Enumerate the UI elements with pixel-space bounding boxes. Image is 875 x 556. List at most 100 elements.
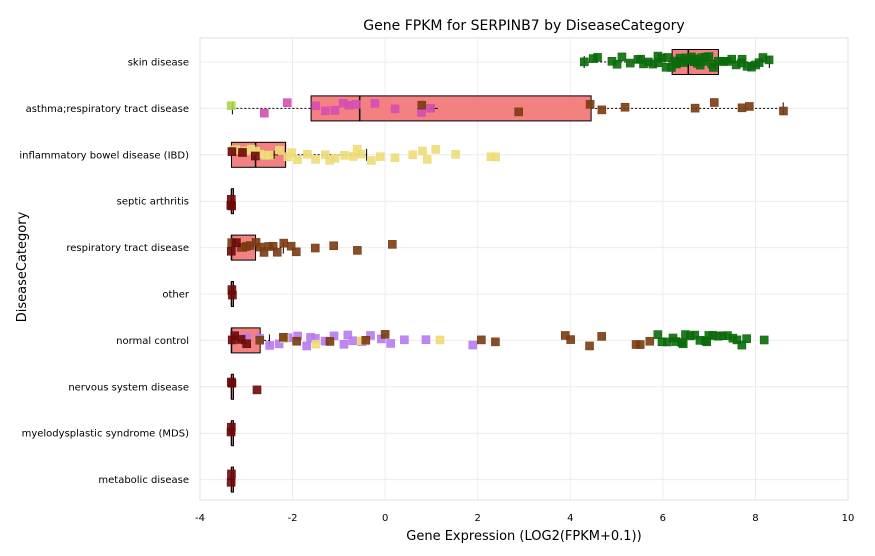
data-point bbox=[226, 477, 236, 487]
data-point bbox=[282, 98, 292, 107]
data-point bbox=[742, 334, 751, 343]
x-tick-label: 2 bbox=[475, 513, 481, 524]
data-point bbox=[303, 150, 312, 159]
data-point bbox=[353, 246, 362, 255]
data-point bbox=[653, 330, 663, 339]
data-point bbox=[311, 339, 321, 349]
data-point bbox=[491, 152, 500, 162]
data-point bbox=[226, 101, 236, 110]
data-point bbox=[417, 100, 427, 110]
data-point bbox=[702, 337, 711, 347]
data-point bbox=[279, 333, 288, 342]
data-point bbox=[422, 155, 432, 164]
data-point bbox=[408, 150, 418, 160]
data-point bbox=[417, 108, 426, 117]
data-point bbox=[339, 340, 349, 349]
x-tick-label: -4 bbox=[195, 513, 205, 524]
data-point bbox=[375, 152, 385, 161]
data-point bbox=[645, 336, 655, 346]
data-point bbox=[265, 341, 274, 350]
data-point bbox=[701, 52, 710, 62]
data-point bbox=[737, 58, 746, 68]
data-point bbox=[227, 201, 236, 211]
data-point bbox=[663, 53, 672, 62]
data-point bbox=[653, 51, 663, 61]
data-point bbox=[264, 150, 274, 160]
data-point bbox=[348, 336, 358, 346]
data-point bbox=[758, 53, 768, 62]
data-point bbox=[388, 240, 397, 249]
data-point bbox=[477, 335, 486, 345]
x-tick-label: 8 bbox=[752, 513, 758, 524]
data-point bbox=[311, 101, 320, 111]
data-point bbox=[690, 330, 700, 340]
data-point bbox=[468, 340, 478, 350]
data-point bbox=[349, 152, 358, 161]
data-point bbox=[227, 377, 236, 387]
data-point bbox=[352, 144, 362, 154]
data-point bbox=[255, 335, 265, 345]
data-point bbox=[286, 241, 296, 251]
data-point bbox=[418, 146, 427, 156]
data-point bbox=[252, 385, 262, 395]
data-point bbox=[451, 150, 460, 159]
data-point bbox=[421, 335, 431, 344]
data-points bbox=[226, 51, 788, 487]
data-point bbox=[292, 336, 301, 346]
y-category-label: myelodysplastic syndrome (MDS) bbox=[22, 429, 189, 440]
data-point bbox=[293, 155, 302, 164]
x-tick-label: 10 bbox=[842, 513, 855, 524]
data-point bbox=[431, 145, 441, 154]
data-point bbox=[678, 339, 688, 349]
y-category-label: normal control bbox=[116, 336, 189, 347]
y-category-label: skin disease bbox=[128, 58, 189, 69]
data-point bbox=[329, 241, 338, 251]
data-point bbox=[343, 330, 353, 340]
chart-title: Gene FPKM for SERPINB7 by DiseaseCategor… bbox=[363, 18, 684, 34]
data-point bbox=[709, 98, 719, 107]
data-point bbox=[732, 335, 742, 345]
data-point bbox=[579, 57, 589, 67]
data-point bbox=[260, 108, 269, 118]
data-point bbox=[719, 57, 729, 66]
x-tick-label: 0 bbox=[382, 513, 388, 524]
y-category-label: other bbox=[162, 290, 190, 301]
data-point bbox=[426, 104, 435, 113]
plot-frame bbox=[199, 37, 849, 501]
data-point bbox=[585, 341, 594, 351]
data-point bbox=[232, 238, 241, 247]
data-point bbox=[400, 335, 409, 345]
data-point bbox=[238, 148, 247, 157]
data-point bbox=[325, 156, 334, 165]
data-point bbox=[279, 238, 289, 248]
y-category-label: asthma;respiratory tract disease bbox=[26, 104, 189, 115]
y-category-label: inflammatory bowel disease (IBD) bbox=[19, 150, 189, 161]
data-point bbox=[585, 100, 595, 109]
data-point bbox=[759, 335, 769, 345]
data-point bbox=[390, 104, 400, 114]
data-point bbox=[370, 99, 380, 108]
y-category-label: metabolic disease bbox=[98, 475, 189, 486]
data-point bbox=[310, 243, 320, 253]
data-point bbox=[366, 331, 375, 340]
data-point bbox=[272, 247, 282, 257]
data-point bbox=[259, 248, 269, 257]
data-point bbox=[491, 337, 500, 347]
data-point bbox=[311, 155, 320, 164]
data-point bbox=[340, 151, 349, 160]
axes: -4 -2 0 2 4 6 8 10 skin disease asthma;respirator… bbox=[19, 58, 854, 525]
data-point bbox=[226, 246, 236, 256]
data-point bbox=[306, 333, 315, 342]
data-point bbox=[236, 335, 246, 344]
data-point bbox=[291, 247, 301, 257]
data-point bbox=[672, 58, 681, 68]
y-category-label: septic arthritis bbox=[117, 197, 189, 208]
data-point bbox=[597, 332, 606, 341]
data-point bbox=[386, 339, 395, 348]
data-point bbox=[635, 340, 645, 349]
data-point bbox=[227, 422, 236, 432]
data-point bbox=[617, 52, 627, 62]
data-point bbox=[227, 147, 237, 156]
